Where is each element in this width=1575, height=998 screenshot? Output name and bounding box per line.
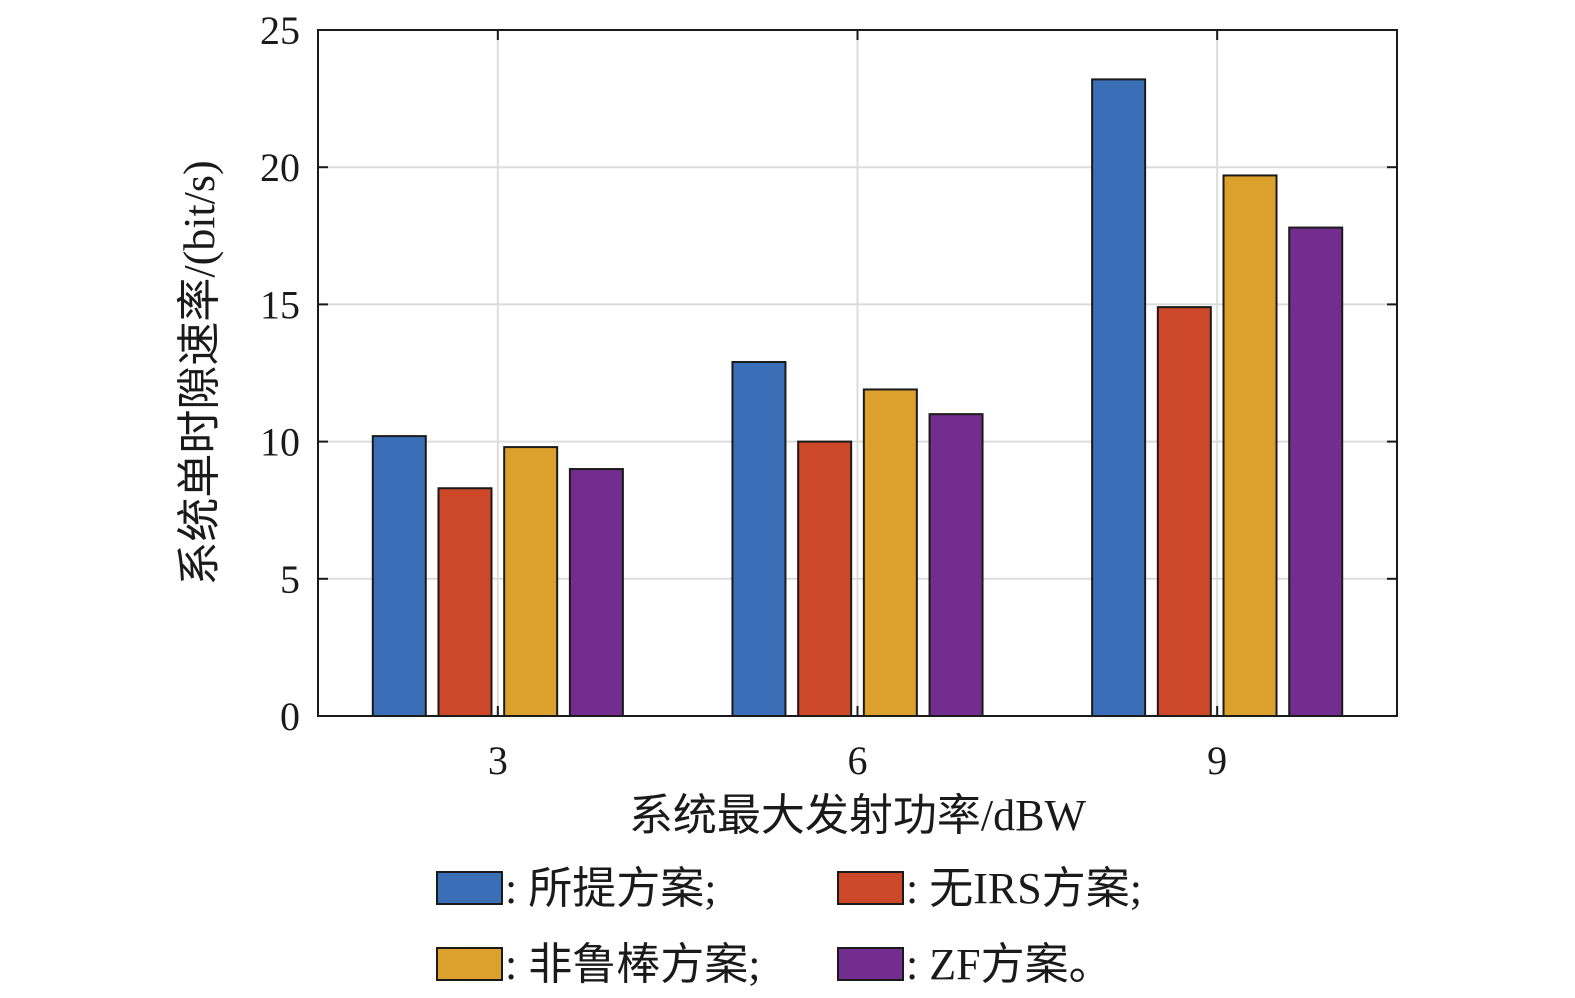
- legend-swatch: [436, 871, 503, 905]
- x-axis-label: 系统最大发射功率/dBW: [629, 791, 1087, 840]
- bar: [568, 468, 624, 718]
- x-tick-label: 3: [488, 738, 508, 783]
- legend-swatch: [837, 871, 904, 905]
- grid-lines: [318, 30, 1397, 716]
- bar: [503, 446, 559, 717]
- bar: [862, 388, 918, 717]
- legend-label: : ZF方案。: [906, 940, 1113, 989]
- legend-label: : 非鲁棒方案;: [505, 940, 760, 989]
- bars: [371, 78, 1344, 718]
- y-tick-label: 20: [260, 145, 300, 190]
- x-tick-label: 6: [848, 738, 868, 783]
- y-axis-label: 系统单时隙速率/(bit/s): [175, 160, 224, 585]
- x-tick-label: 9: [1207, 738, 1227, 783]
- y-tick-label: 15: [260, 282, 300, 327]
- bar: [371, 435, 427, 717]
- axis-ticks: 0 5 10 15 20 25 3 6 9: [260, 8, 1397, 783]
- y-tick-label: 0: [280, 694, 300, 739]
- legend: : 所提方案; : 无IRS方案; : 非鲁棒方案; : ZF方案。: [436, 864, 1142, 989]
- legend-swatch: [837, 947, 904, 981]
- legend-swatch: [436, 947, 503, 981]
- y-tick-label: 10: [260, 420, 300, 465]
- y-tick-label: 5: [280, 557, 300, 602]
- bar: [1156, 306, 1212, 717]
- bar: [928, 413, 984, 717]
- bar: [437, 487, 493, 717]
- bar: [797, 440, 853, 717]
- y-tick-label: 25: [260, 8, 300, 53]
- bar: [1091, 78, 1147, 717]
- legend-label: : 所提方案;: [505, 864, 716, 913]
- bar: [1288, 226, 1344, 717]
- legend-label: : 无IRS方案;: [906, 864, 1142, 913]
- bar: [1222, 174, 1278, 717]
- bar: [731, 361, 787, 717]
